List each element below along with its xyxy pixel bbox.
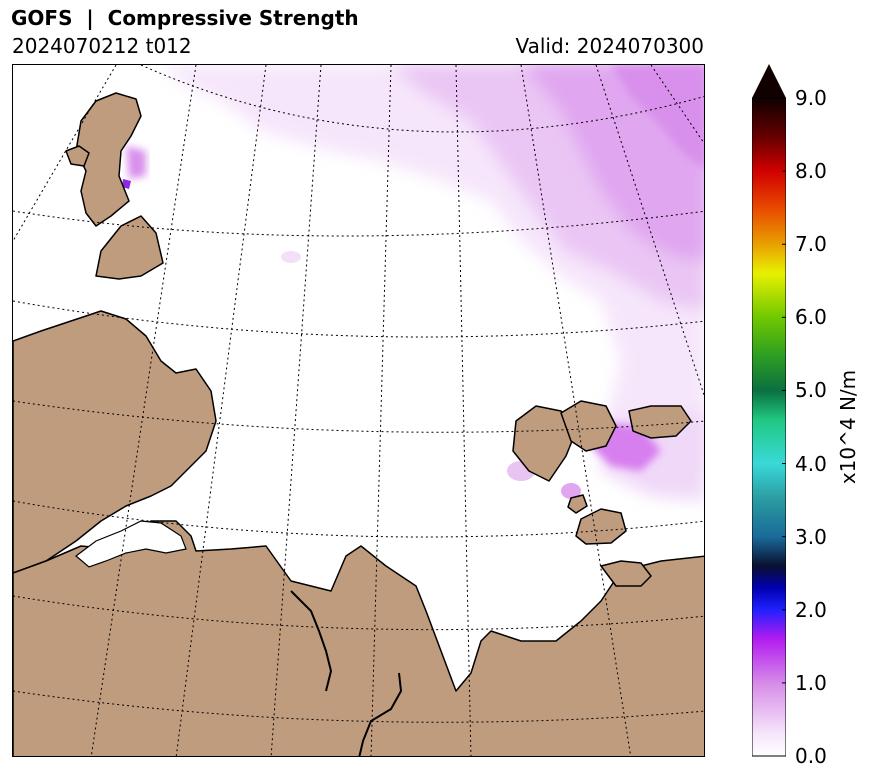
colorbar-tick-label: 7.0 — [795, 232, 827, 257]
meridian-line — [595, 65, 704, 397]
ice-patch — [281, 251, 301, 263]
colorbar-tick-label: 5.0 — [795, 378, 827, 403]
graticule — [13, 65, 704, 756]
map-canvas — [13, 65, 704, 756]
colorbar-tick-label: 1.0 — [795, 670, 827, 695]
colorbar — [751, 64, 787, 757]
land-island-south — [575, 508, 627, 545]
white-sea — [75, 520, 187, 568]
land — [13, 92, 704, 756]
parallel-line — [140, 65, 704, 133]
meridian-line — [650, 65, 704, 144]
land-svalbard-spitsbergen — [75, 92, 142, 227]
colorbar-tick-label: 4.0 — [795, 451, 827, 476]
colorbar-tick-label: 3.0 — [795, 524, 827, 549]
land-island-small — [567, 494, 588, 514]
ice-patch — [561, 483, 581, 499]
rivers — [290, 590, 403, 756]
ice-field-svalbard — [126, 146, 146, 179]
colorbar-graphic — [751, 64, 787, 757]
colorbar-tick-label: 8.0 — [795, 159, 827, 184]
colorbar-tick-label: 9.0 — [795, 86, 827, 110]
ice-field — [89, 65, 704, 501]
meridian-line — [520, 65, 632, 756]
map-panel — [12, 64, 705, 757]
colorbar-extend-arrow — [752, 64, 786, 98]
valid-time: Valid: 2024070300 — [515, 34, 704, 58]
meridian-line — [90, 65, 197, 756]
ice-field-svalbard-core-2 — [122, 179, 131, 189]
colorbar-scale — [751, 97, 787, 757]
meridian-line — [270, 65, 322, 756]
river — [290, 590, 333, 692]
land-franz-josef-1 — [512, 405, 577, 482]
meridian-line — [175, 65, 267, 756]
map-title: GOFS | Compressive Strength — [11, 6, 359, 30]
colorbar-tick-label: 0.0 — [795, 744, 827, 768]
land-svalbard-edgeoya — [95, 215, 164, 280]
ice-field-strongest — [611, 65, 704, 170]
meridian-line — [455, 65, 472, 756]
colorbar-label: x10^4 N/m — [836, 369, 860, 485]
meridian-line — [13, 65, 117, 242]
river — [358, 672, 403, 756]
colorbar-tick-label: 6.0 — [795, 305, 827, 330]
land-scandinavia-kola — [13, 310, 217, 574]
colorbar-tick-label: 2.0 — [795, 597, 827, 622]
meridian-line — [370, 65, 392, 756]
land-franz-josef-2 — [560, 400, 617, 452]
inland-water — [75, 520, 187, 568]
land-svalbard-north — [65, 145, 90, 167]
land-island-east — [600, 560, 652, 587]
run-timestamp: 2024070212 t012 — [12, 34, 192, 58]
land-franz-josef-3 — [628, 405, 692, 439]
